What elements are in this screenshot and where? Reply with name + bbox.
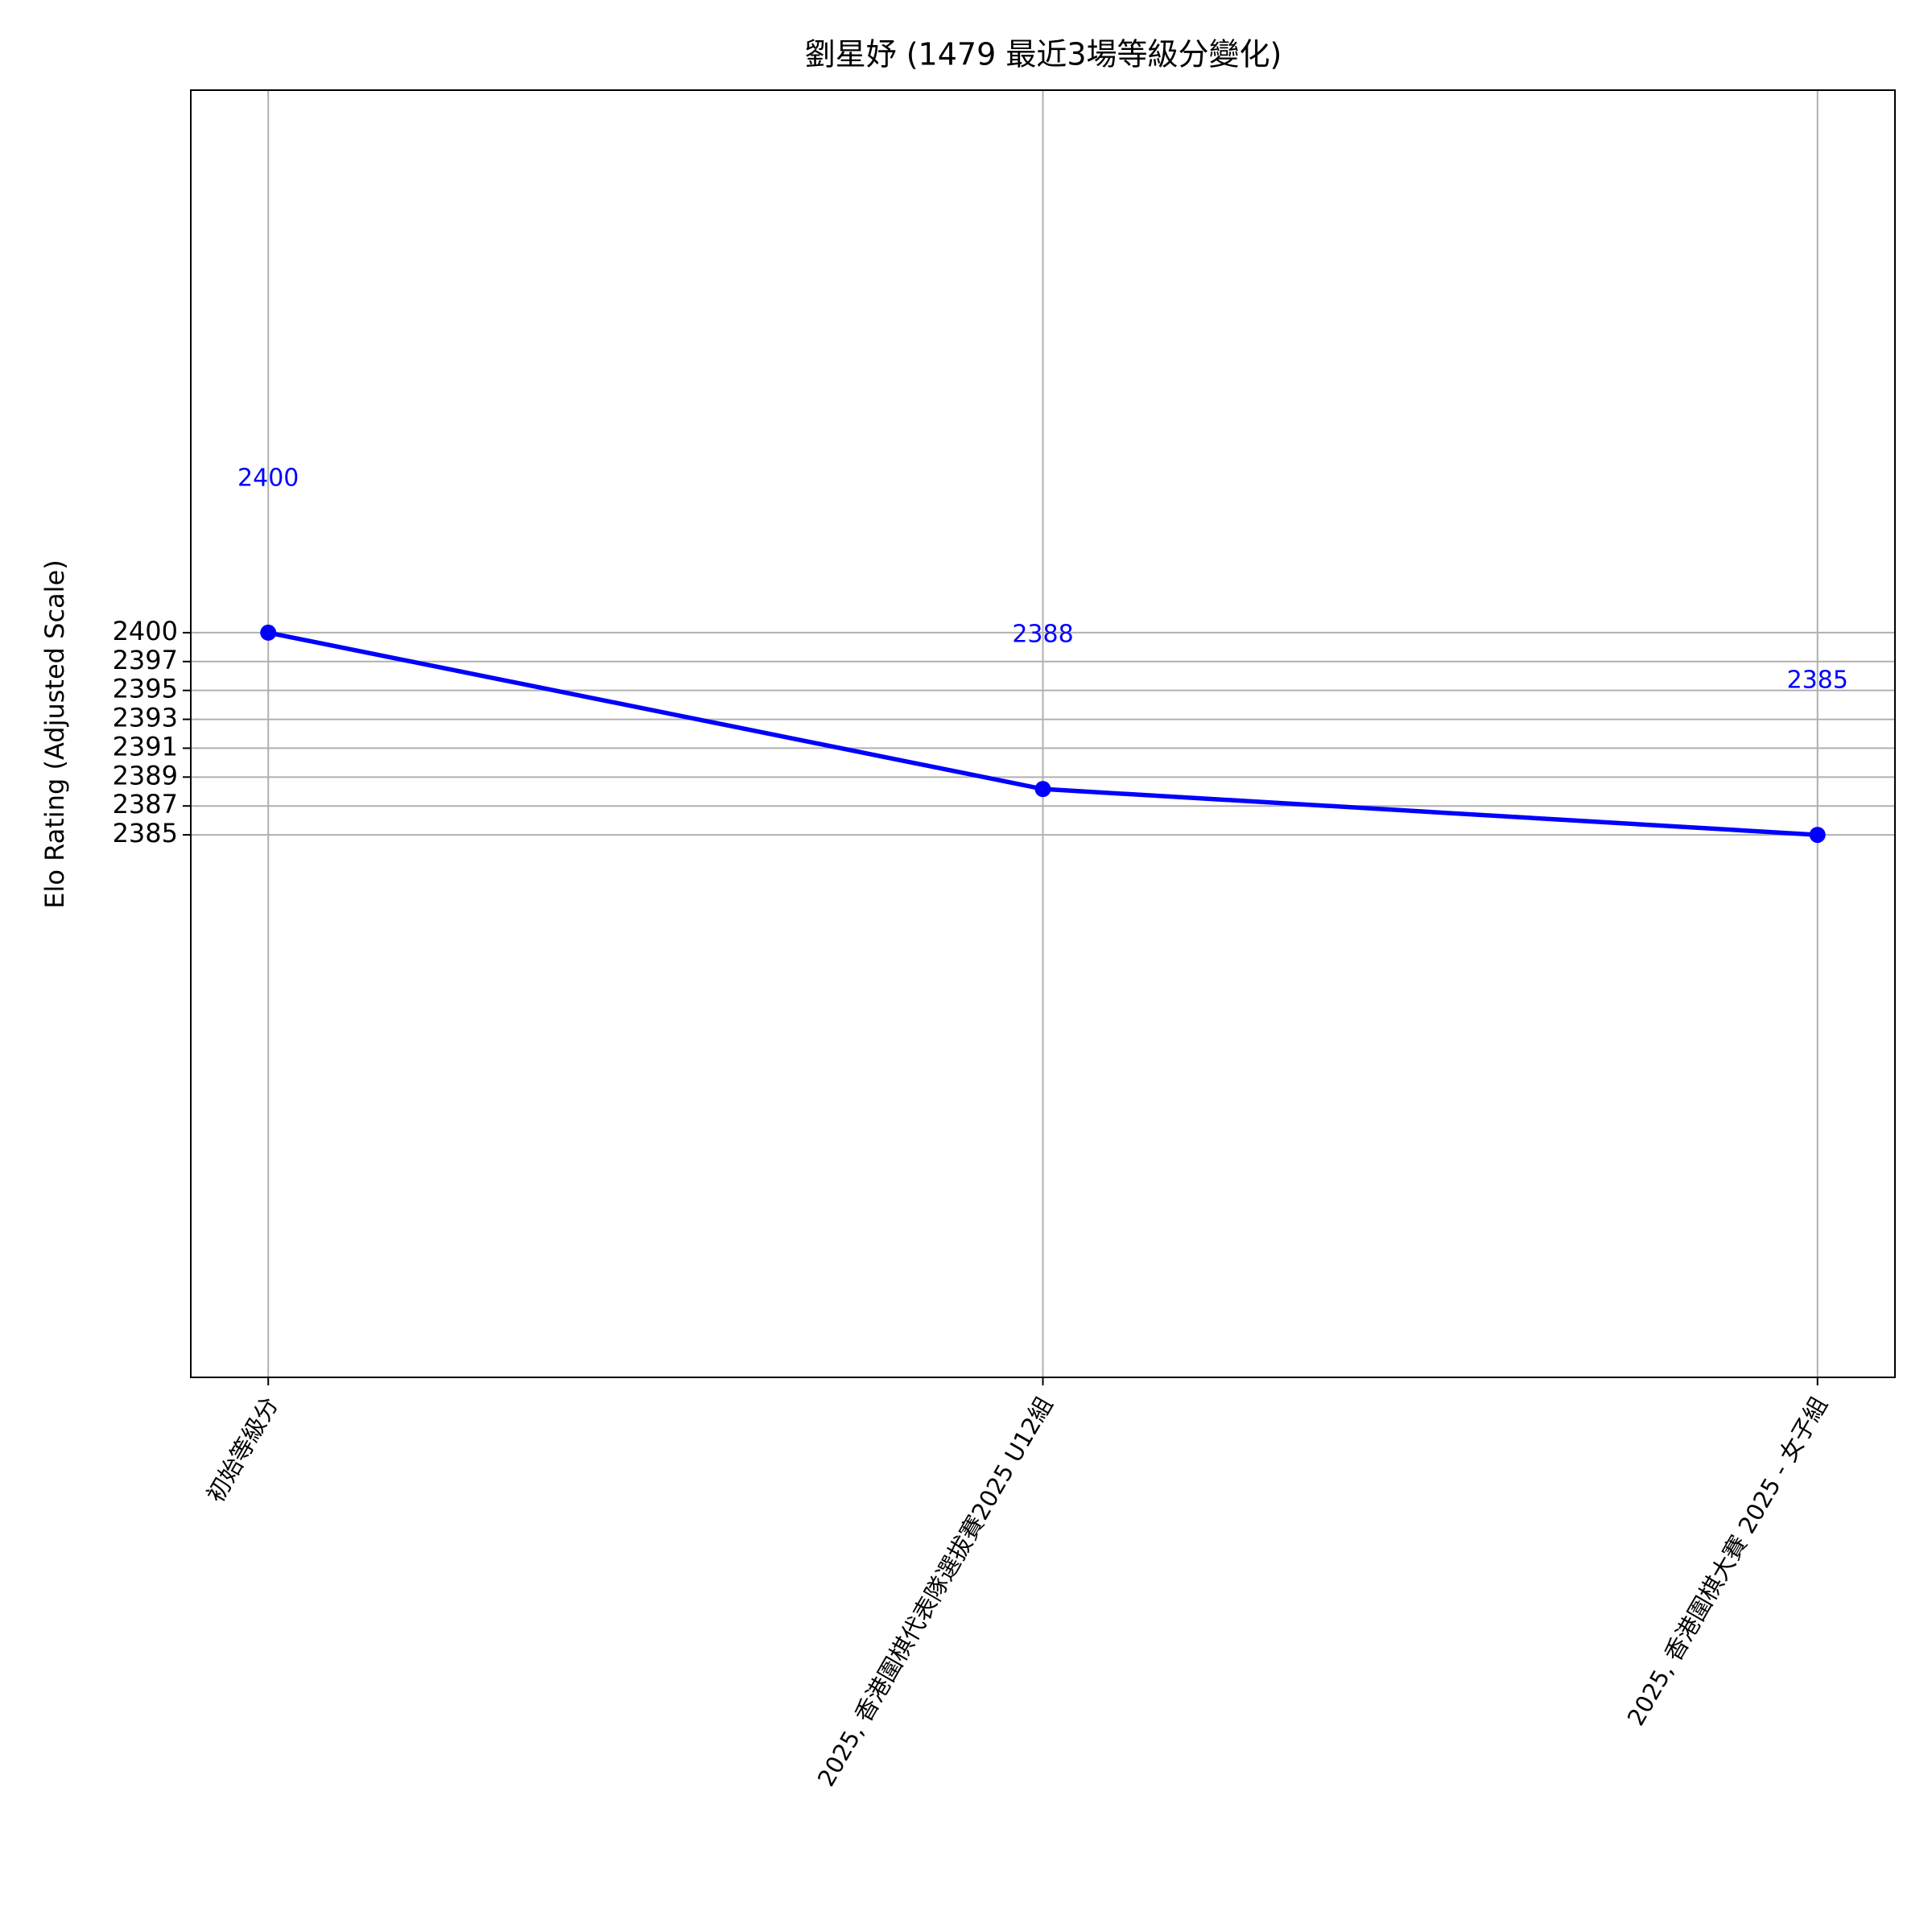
- y-axis-label: Elo Rating (Adjusted Scale): [39, 559, 70, 908]
- data-point: [1809, 827, 1826, 844]
- data-label: 2400: [237, 464, 299, 492]
- data-point: [1034, 781, 1051, 798]
- data-point: [260, 624, 277, 641]
- y-tick-label: 2389: [113, 760, 178, 791]
- y-tick-label: 2393: [113, 703, 178, 733]
- data-label: 2388: [1012, 621, 1073, 649]
- y-tick-label: 2400: [113, 616, 178, 646]
- y-tick-label: 2391: [113, 731, 178, 762]
- plot-frame: [190, 89, 1896, 1378]
- y-tick-label: 2385: [113, 818, 178, 848]
- y-tick-label: 2387: [113, 789, 178, 819]
- chart-title: 劉星妤 (1479 最近3場等級分變化): [805, 37, 1282, 72]
- data-label: 2385: [1787, 667, 1848, 695]
- y-tick-label: 2395: [113, 674, 178, 704]
- y-tick-label: 2397: [113, 645, 178, 675]
